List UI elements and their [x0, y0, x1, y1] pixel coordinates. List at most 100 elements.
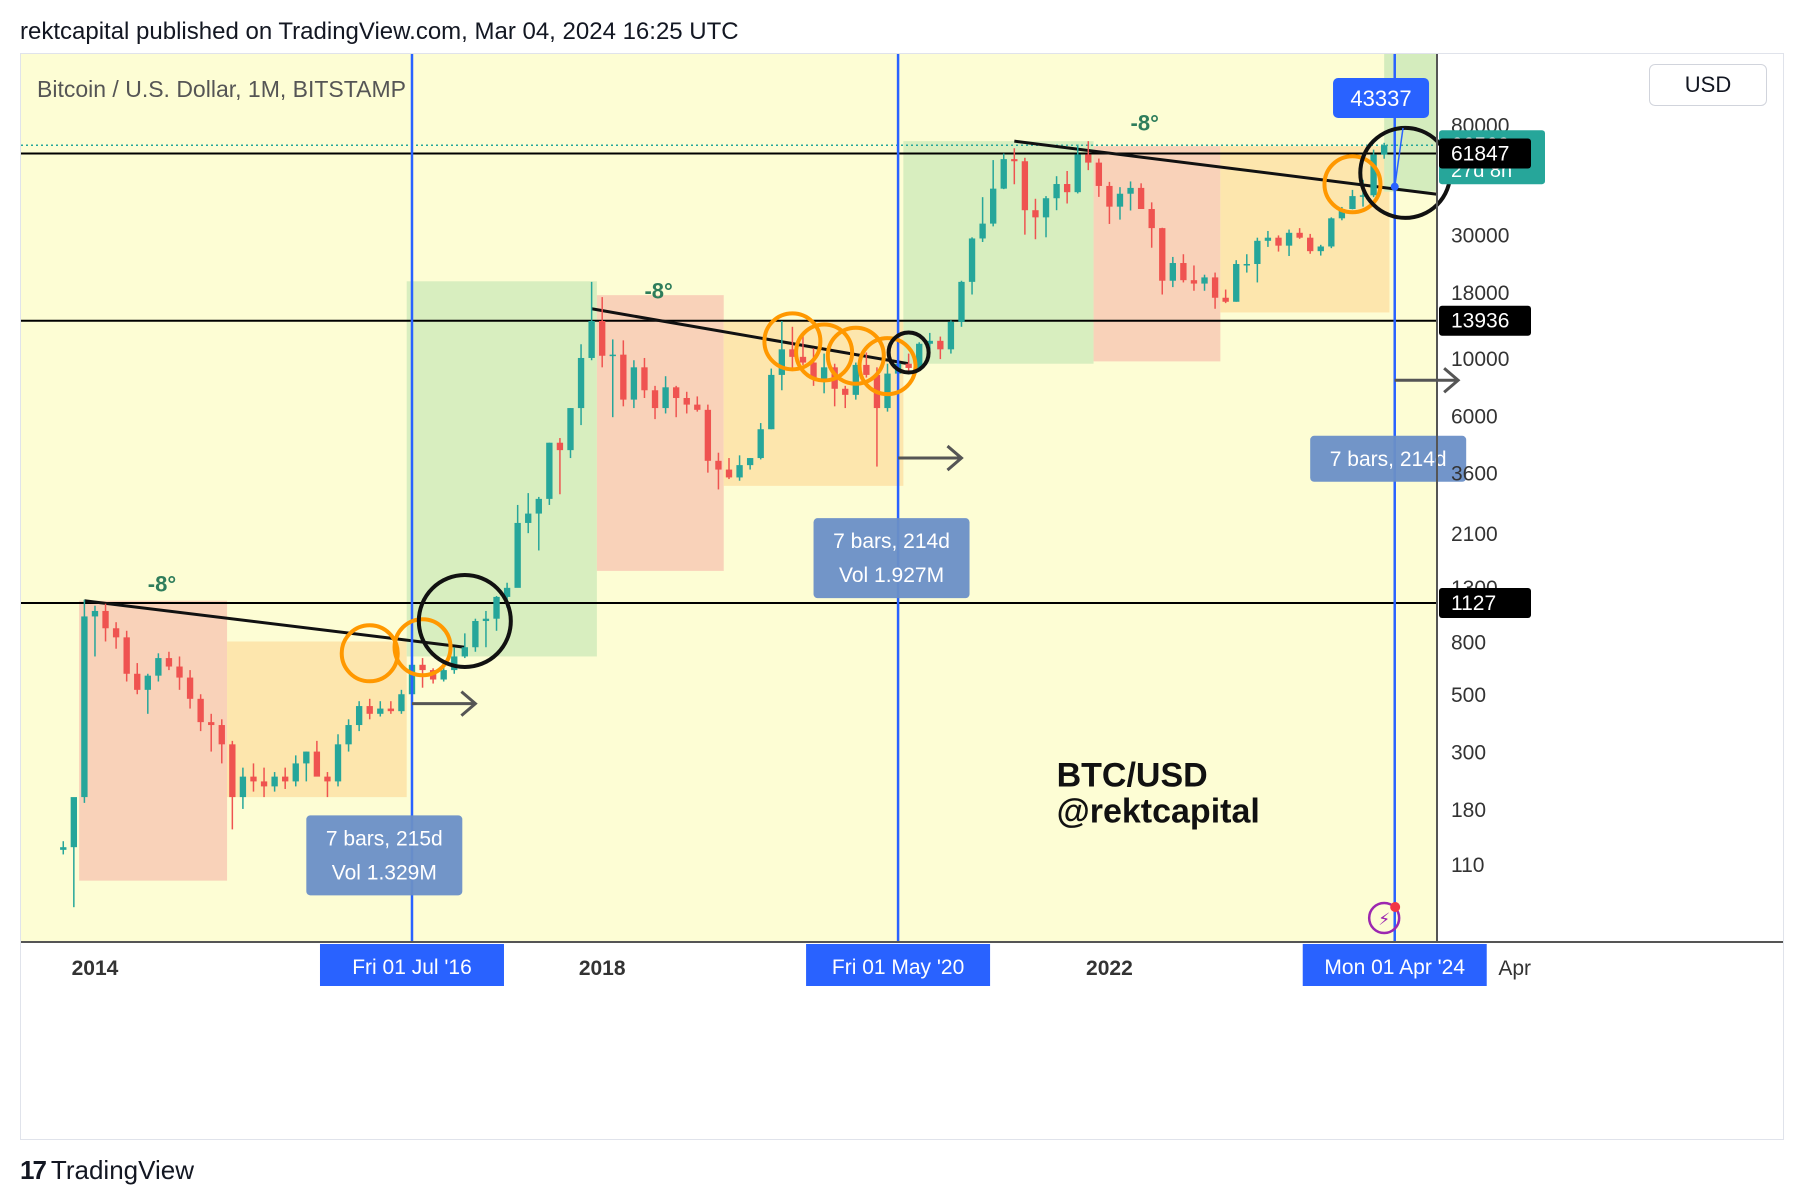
candle-body	[937, 340, 944, 350]
candle	[1296, 228, 1303, 239]
candle	[694, 396, 701, 412]
price-label-value: 61847	[1451, 142, 1509, 165]
currency-button[interactable]: USD	[1649, 64, 1767, 106]
black-retest-circle	[886, 330, 931, 375]
date-label: Fri 01 May '20	[806, 944, 991, 986]
candle	[1328, 217, 1335, 249]
candle	[662, 376, 669, 414]
candle-body	[1201, 277, 1208, 284]
candle	[1275, 235, 1282, 252]
candle-body	[313, 751, 321, 777]
candle-body	[694, 404, 701, 410]
candle	[641, 357, 648, 399]
candle-body	[1254, 240, 1261, 264]
orange-breakout-circle	[857, 336, 918, 397]
watermark-text: @rektcapital	[1057, 792, 1260, 830]
candle-body	[1095, 162, 1103, 186]
chart-area[interactable]: -8° -8° -8° 7 bars, 215d Vol 1.329M 7 bars, 2…	[20, 53, 1784, 1140]
candle	[493, 595, 500, 631]
candle-body	[260, 781, 268, 787]
candle-body	[60, 847, 67, 850]
orange-breakout-circle	[825, 325, 886, 386]
candle	[905, 353, 912, 372]
candle	[1116, 187, 1124, 220]
candle-body	[482, 618, 490, 622]
candle-body	[1053, 184, 1060, 199]
x-tick-label: 2014	[72, 957, 119, 980]
candle	[1190, 265, 1198, 291]
candle-body	[282, 776, 289, 782]
candle-body	[493, 596, 500, 619]
measure-arrowhead	[946, 444, 964, 472]
candle	[852, 362, 859, 400]
candle-body	[144, 675, 151, 690]
candle-body	[556, 442, 564, 451]
candle-body	[1032, 210, 1039, 218]
candle-body	[1296, 232, 1303, 238]
candle	[313, 740, 321, 777]
candle-body	[451, 656, 458, 671]
candle-body	[905, 363, 912, 368]
candle	[514, 504, 521, 588]
candle	[525, 493, 532, 534]
candle	[1137, 183, 1145, 210]
candle	[355, 701, 363, 732]
candle-body	[947, 321, 955, 350]
candle	[144, 673, 151, 714]
candle-body	[81, 616, 88, 798]
candle	[239, 767, 247, 809]
candle	[609, 339, 616, 418]
candle-body	[440, 670, 447, 680]
candle-body	[567, 408, 574, 451]
callout-point	[1390, 182, 1399, 191]
candle-body	[1359, 195, 1367, 197]
candle-body	[377, 708, 384, 714]
orange-breakout-circle	[392, 617, 453, 678]
measure-label-box	[306, 815, 463, 896]
candle-body	[208, 722, 215, 726]
candle	[884, 363, 891, 412]
candle	[556, 438, 564, 495]
candle	[218, 719, 225, 764]
price-label-value: 13936	[1451, 310, 1509, 333]
price-label: 1127	[1439, 588, 1531, 619]
measure-tool: 7 bars, 215d Vol 1.329M	[306, 690, 478, 896]
y-tick-label: 800	[1451, 631, 1486, 654]
zone-red	[596, 295, 724, 571]
candle	[165, 651, 173, 671]
candle-body	[630, 367, 638, 400]
candle	[842, 385, 849, 409]
date-label-text: Mon 01 Apr '24	[1324, 956, 1465, 979]
y-tick-label: 110	[1451, 854, 1484, 877]
candle-body	[1338, 209, 1346, 219]
price-label-box	[1439, 305, 1531, 336]
trendline	[1014, 139, 1438, 196]
candle	[1085, 141, 1092, 171]
candle	[757, 423, 764, 460]
candle-body	[1285, 232, 1293, 246]
candle-body	[1380, 145, 1388, 155]
date-label-box	[1302, 944, 1487, 986]
x-tick-label: 2022	[1086, 957, 1133, 980]
candle-body	[250, 776, 257, 782]
candle-body	[599, 321, 606, 356]
callout-leader	[1393, 127, 1404, 187]
candle-body	[398, 694, 405, 712]
candle	[472, 618, 479, 652]
callout-box	[1333, 78, 1430, 118]
candle-body	[778, 349, 786, 375]
candle	[979, 197, 986, 243]
candle	[1169, 256, 1176, 288]
candle	[197, 694, 204, 732]
candle-body	[229, 744, 236, 798]
candle	[186, 670, 194, 709]
tradingview-logo[interactable]: 17 TradingView	[20, 1155, 194, 1186]
trendline	[591, 307, 909, 366]
candle-body	[239, 776, 247, 798]
y-tick-label: 180	[1451, 799, 1486, 822]
candle-body	[620, 354, 627, 400]
candle	[1074, 144, 1081, 194]
alert-bolt-icon: ⚡	[1378, 910, 1390, 930]
candle	[567, 408, 574, 459]
